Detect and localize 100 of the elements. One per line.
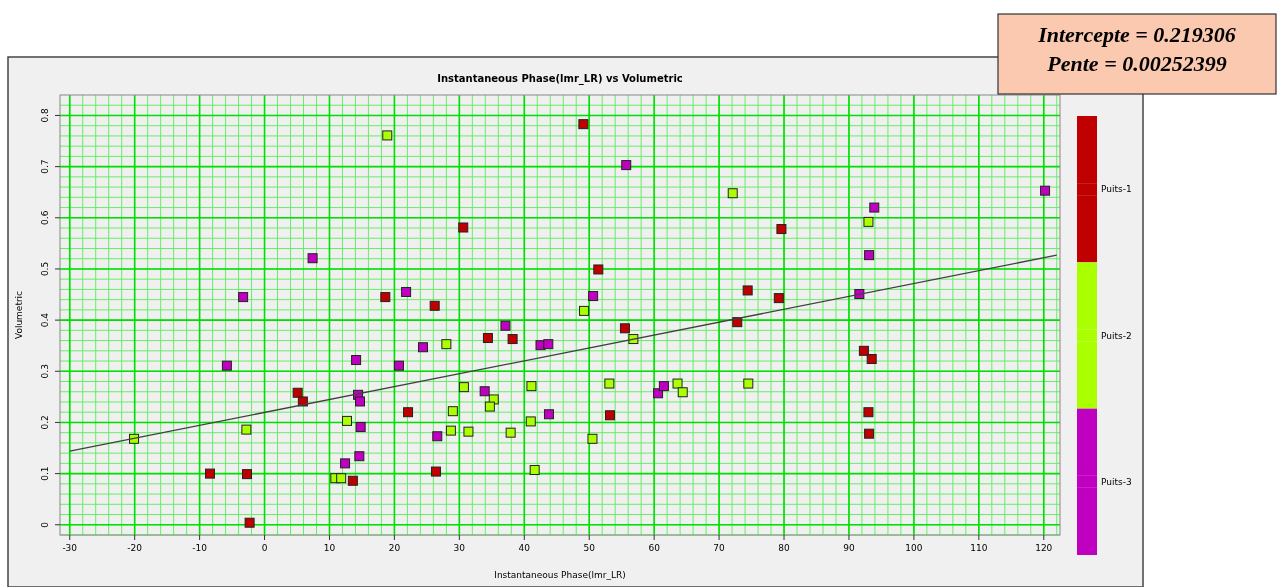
x-tick-label: 110 bbox=[970, 543, 988, 553]
point bbox=[507, 334, 518, 345]
point bbox=[543, 409, 554, 420]
point bbox=[864, 250, 875, 261]
x-tick-label: -20 bbox=[127, 543, 143, 553]
y-tick-label: 0.7 bbox=[40, 159, 50, 174]
y-axis-title: Volumetric bbox=[14, 290, 24, 340]
point bbox=[742, 285, 753, 296]
point bbox=[445, 425, 456, 436]
point bbox=[382, 130, 393, 141]
point bbox=[776, 224, 787, 235]
x-tick-label: 20 bbox=[388, 543, 401, 553]
point bbox=[242, 469, 253, 480]
point bbox=[505, 427, 516, 438]
point bbox=[1040, 185, 1051, 196]
point bbox=[525, 416, 536, 427]
point bbox=[604, 378, 615, 389]
point bbox=[342, 415, 353, 426]
point bbox=[526, 381, 537, 392]
y-tick-label: 0 bbox=[40, 521, 50, 528]
point bbox=[355, 396, 365, 407]
chart-title: Instantaneous Phase(lmr_LR) vs Volumetric bbox=[437, 73, 683, 85]
point bbox=[292, 387, 303, 398]
point bbox=[621, 160, 632, 171]
point bbox=[773, 293, 784, 304]
point bbox=[672, 378, 683, 389]
x-tick-label: 40 bbox=[518, 543, 531, 553]
x-axis-title: Instantaneous Phase(lmr_LR) bbox=[494, 570, 626, 580]
point bbox=[482, 333, 493, 344]
x-tick-label: 70 bbox=[713, 543, 726, 553]
point bbox=[340, 458, 351, 469]
x-tick-label: 50 bbox=[583, 543, 596, 553]
point bbox=[587, 433, 598, 444]
text: Intercepte = 0.219306 bbox=[1037, 22, 1236, 47]
point bbox=[430, 466, 441, 477]
legend-label: Puits-1 bbox=[1101, 184, 1132, 195]
point bbox=[354, 451, 365, 462]
point bbox=[864, 428, 875, 439]
point bbox=[869, 202, 880, 213]
x-tick-label: 120 bbox=[1035, 543, 1053, 553]
point bbox=[578, 119, 589, 130]
point bbox=[336, 473, 347, 484]
x-tick-label: 60 bbox=[648, 543, 661, 553]
x-tick-label: 0 bbox=[261, 543, 268, 553]
point bbox=[658, 381, 669, 392]
x-tick-label: 30 bbox=[453, 543, 466, 553]
point bbox=[221, 360, 232, 371]
legend-label: Puits-3 bbox=[1101, 476, 1132, 487]
point bbox=[447, 406, 458, 417]
point bbox=[401, 286, 412, 297]
point bbox=[593, 264, 604, 275]
point bbox=[866, 354, 877, 364]
point bbox=[244, 517, 255, 528]
point bbox=[605, 410, 615, 421]
point bbox=[351, 355, 362, 366]
point bbox=[347, 475, 358, 486]
x-tick-label: 80 bbox=[778, 543, 791, 553]
point bbox=[863, 216, 874, 227]
legend-label: Puits-2 bbox=[1101, 330, 1132, 341]
point bbox=[479, 386, 490, 397]
point bbox=[500, 320, 511, 331]
point bbox=[307, 253, 318, 264]
point bbox=[380, 292, 391, 303]
point bbox=[429, 300, 440, 311]
x-tick-label: 100 bbox=[905, 543, 923, 553]
point bbox=[241, 424, 252, 435]
point bbox=[858, 345, 869, 356]
x-tick-label: -30 bbox=[62, 543, 78, 553]
point bbox=[432, 431, 443, 442]
y-tick-label: 0.5 bbox=[40, 261, 50, 277]
point bbox=[863, 407, 874, 418]
point bbox=[463, 426, 474, 437]
point bbox=[238, 292, 249, 303]
point bbox=[529, 465, 540, 476]
point bbox=[484, 401, 495, 412]
y-tick-label: 0.6 bbox=[40, 210, 50, 225]
x-tick-label: -10 bbox=[192, 543, 208, 553]
point bbox=[579, 305, 590, 316]
y-tick-label: 0.2 bbox=[40, 415, 50, 430]
y-tick-label: 0.1 bbox=[40, 466, 50, 481]
y-tick-label: 0.8 bbox=[40, 108, 50, 123]
point bbox=[417, 342, 428, 353]
text: Pente = 0.00252399 bbox=[1046, 51, 1227, 76]
point bbox=[677, 387, 688, 398]
y-tick-label: 0.3 bbox=[40, 364, 50, 379]
point bbox=[205, 468, 215, 479]
point bbox=[403, 407, 414, 418]
point bbox=[588, 291, 599, 302]
point bbox=[393, 360, 404, 371]
point bbox=[458, 382, 469, 393]
point bbox=[543, 339, 554, 350]
point bbox=[727, 188, 738, 199]
y-tick-label: 0.4 bbox=[40, 312, 50, 328]
point bbox=[743, 378, 754, 389]
point bbox=[619, 323, 630, 334]
point bbox=[441, 339, 452, 350]
x-tick-label: 90 bbox=[843, 543, 855, 553]
point bbox=[458, 222, 469, 233]
x-tick-label: 10 bbox=[323, 543, 336, 553]
point bbox=[355, 422, 366, 433]
